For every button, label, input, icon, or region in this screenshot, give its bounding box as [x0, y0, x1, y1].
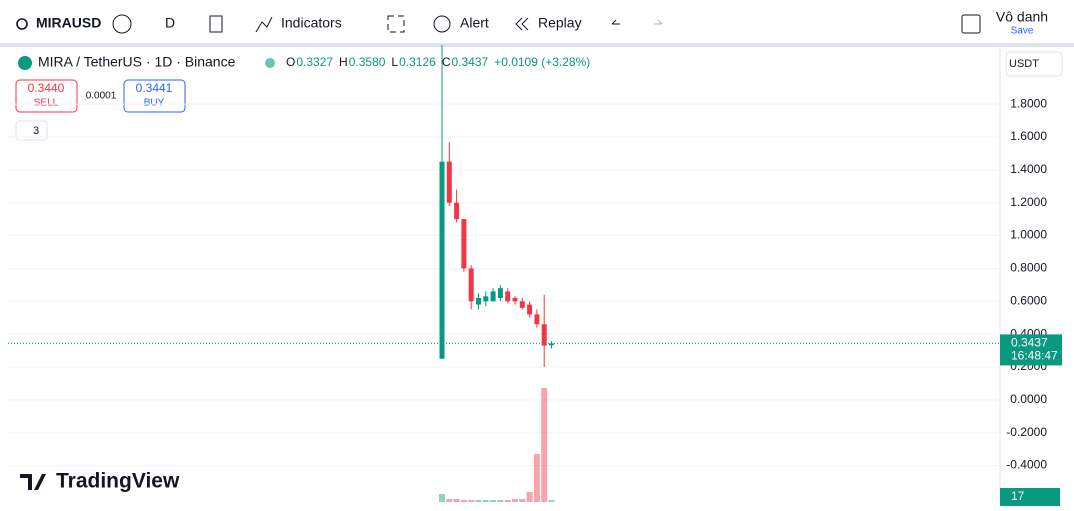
y-tick-label: 0.0000	[1010, 392, 1047, 406]
brand-logo	[20, 474, 46, 490]
ohlc-label: L	[391, 55, 398, 69]
ohlc-label: C	[442, 55, 451, 69]
volume-bar	[482, 500, 489, 502]
layout-icon[interactable]	[961, 14, 981, 34]
candle-body	[549, 343, 554, 346]
candle-body	[483, 296, 489, 302]
countdown: 16:48:47	[1011, 349, 1058, 363]
alert-icon	[433, 15, 451, 33]
candle-body	[512, 298, 518, 302]
candle-body	[490, 291, 496, 302]
currency: USDT	[1009, 58, 1039, 70]
candle-body	[527, 304, 533, 315]
volume-bar	[475, 500, 482, 502]
market-status	[265, 58, 275, 68]
candle-body	[519, 301, 525, 308]
y-tick-label: 0.6000	[1010, 293, 1047, 307]
y-tick-label: -0.2000	[1006, 425, 1047, 439]
last-price: 0.3437	[1011, 336, 1048, 350]
candle-body	[446, 161, 452, 203]
y-tick-label: 1.0000	[1010, 228, 1047, 242]
undo[interactable]	[611, 19, 620, 25]
templates[interactable]	[387, 15, 405, 33]
ohlc-label: H	[339, 55, 348, 69]
save[interactable]: Save	[1011, 26, 1034, 37]
volume-bar	[453, 499, 460, 502]
volume-bar	[439, 494, 445, 502]
volume-bar	[519, 499, 526, 502]
sell-price: 0.3440	[28, 81, 65, 95]
ohlc-value: 0.3580	[349, 55, 386, 69]
volume-bar	[504, 500, 511, 502]
symbol-logo	[18, 56, 32, 70]
ohlc-change: +0.0109 (+3.28%)	[494, 55, 590, 69]
volume-label: 17	[1011, 489, 1025, 503]
candle-body	[461, 219, 467, 269]
brand: TradingView	[56, 470, 180, 493]
candle-body	[439, 161, 445, 359]
volume-bar	[533, 454, 540, 502]
redo[interactable]	[654, 19, 663, 25]
volume-bar	[512, 499, 518, 502]
volume-bar	[460, 500, 467, 502]
y-tick-label: -0.4000	[1006, 458, 1047, 472]
replay[interactable]: Replay	[538, 15, 582, 31]
indicators-icon	[255, 16, 273, 33]
volume-bar	[526, 492, 533, 502]
y-tick-label: 0.8000	[1010, 261, 1047, 275]
candle-body	[534, 314, 540, 325]
volume-label-box	[1000, 488, 1060, 506]
layout-name[interactable]: Vô danh	[996, 9, 1048, 25]
candle-body	[541, 324, 547, 346]
spread: 0.0001	[86, 91, 117, 102]
volume-bar	[497, 500, 504, 502]
ohlc-value: 0.3126	[399, 55, 436, 69]
ohlc-label: O	[286, 55, 295, 69]
candle-body	[454, 202, 460, 220]
volume-bar	[468, 500, 475, 502]
indicator-count: 3	[33, 125, 39, 137]
y-tick-label: 1.8000	[1010, 96, 1047, 110]
currency-select[interactable]	[1005, 51, 1063, 77]
chart-type[interactable]	[209, 15, 223, 33]
search-icon[interactable]	[16, 18, 28, 30]
legend-title: MIRA / TetherUS · 1D · Binance	[38, 54, 236, 70]
candle-body	[476, 298, 481, 305]
volume-bar	[541, 388, 548, 502]
add-symbol[interactable]	[112, 14, 132, 34]
ohlc-value: 0.3437	[451, 55, 488, 69]
y-tick-label: 1.6000	[1010, 129, 1047, 143]
indicators-toggle[interactable]	[15, 120, 48, 141]
candle-body	[468, 268, 474, 302]
volume-bar	[446, 499, 453, 502]
sell-label: SELL	[34, 98, 59, 109]
last-price-box	[1000, 334, 1062, 366]
volume-bar	[548, 500, 555, 502]
y-tick-label: 1.2000	[1010, 195, 1047, 209]
volume-bar	[490, 500, 497, 502]
buy-label: BUY	[144, 98, 165, 109]
candle-body	[505, 291, 511, 302]
alert[interactable]: Alert	[460, 15, 489, 31]
candle-body	[497, 288, 503, 298]
ohlc: O 0.3327 H 0.3580 L 0.3126 C 0.3437 +0.0109 (+3.…	[286, 55, 590, 69]
indicators[interactable]: Indicators	[281, 15, 342, 31]
interval[interactable]: D	[165, 15, 175, 31]
buy-price: 0.3441	[136, 81, 173, 95]
y-tick-label: 1.4000	[1010, 162, 1047, 176]
symbol[interactable]: MIRAUSD	[36, 15, 101, 31]
ohlc-value: 0.3327	[296, 55, 333, 69]
replay-icon	[515, 17, 529, 31]
